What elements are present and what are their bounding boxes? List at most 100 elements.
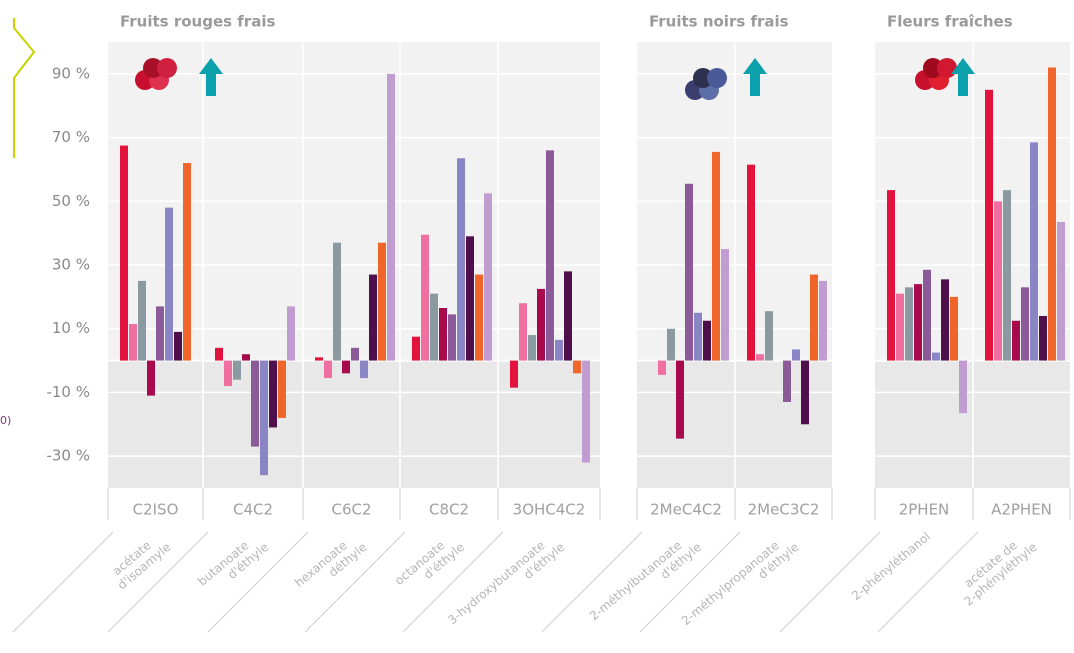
category-band (303, 488, 400, 520)
bar (564, 271, 572, 361)
bar (138, 280, 146, 361)
category-label: 2MeC3C2 (748, 501, 820, 519)
group-title: Fruits rouges frais (120, 13, 275, 31)
trend-arrow (743, 58, 767, 96)
bar (448, 314, 456, 361)
bar (233, 360, 241, 380)
bar (712, 151, 720, 361)
bar (1057, 221, 1065, 361)
bar (278, 360, 286, 418)
category-band (735, 488, 832, 520)
category-label: A2PHEN (991, 501, 1052, 519)
bar (801, 360, 809, 425)
bar (215, 347, 223, 361)
bar (810, 274, 818, 361)
bar (287, 306, 295, 361)
bar (174, 331, 182, 361)
diagonal-rule (207, 531, 309, 633)
description-line: 2-phényléthanol (849, 529, 933, 603)
trend-arrow (951, 58, 975, 96)
bar (324, 360, 332, 379)
category-label: C6C2 (331, 501, 371, 519)
bar (242, 354, 250, 361)
bar (120, 145, 128, 361)
bar (932, 352, 940, 361)
bar (1012, 320, 1020, 361)
bar (369, 274, 377, 361)
y-tick-label: -30 % (46, 447, 90, 465)
bar (519, 303, 527, 361)
bar (224, 360, 232, 387)
bar (129, 323, 137, 361)
category-label: 2PHEN (899, 501, 950, 519)
bar (1039, 315, 1047, 361)
bar (260, 360, 268, 476)
bar (765, 311, 773, 361)
bar (333, 242, 341, 361)
category-band (400, 488, 498, 520)
bar (959, 360, 967, 414)
diagonal-rule (779, 531, 881, 633)
bar (251, 360, 259, 447)
category-description: 2-phényléthanol (849, 529, 933, 603)
bar (457, 158, 465, 361)
icon-fruit (707, 68, 727, 88)
bar (941, 279, 949, 361)
y-tick-label: 70 % (52, 128, 90, 146)
category-description: acétate de2-phényléthyle (961, 538, 1039, 608)
bar (546, 150, 554, 361)
bar (573, 360, 581, 374)
bar (1048, 67, 1056, 361)
bar (887, 190, 895, 361)
y-tick-label: 50 % (52, 192, 90, 210)
bar (703, 320, 711, 361)
bar (950, 296, 958, 361)
icon-fruit (937, 58, 957, 78)
icon-fruit (143, 58, 163, 78)
bar (819, 280, 827, 361)
bar (351, 347, 359, 361)
bar (510, 360, 518, 388)
bar (792, 349, 800, 361)
y-tick-label: 30 % (52, 256, 90, 274)
bar (475, 274, 483, 361)
bar (342, 360, 350, 374)
diagonal-rule (402, 531, 504, 633)
category-band (875, 488, 973, 520)
bar (183, 163, 191, 361)
bar (756, 354, 764, 361)
category-band (203, 488, 303, 520)
bar (985, 89, 993, 361)
bar (694, 312, 702, 361)
y-tick-label: -10 % (46, 383, 90, 401)
bar (430, 293, 438, 361)
bar (484, 193, 492, 361)
icon-fruit (693, 68, 713, 88)
bar (439, 308, 447, 361)
bar (537, 288, 545, 361)
y-tick-label: 10 % (52, 319, 90, 337)
icon-fruit (157, 58, 177, 78)
diagonal-rule (107, 531, 209, 633)
bar (923, 269, 931, 361)
category-band (637, 488, 735, 520)
panel-bg-negative (108, 360, 600, 488)
category-label: 3OHC4C2 (513, 501, 586, 519)
bar (582, 360, 590, 463)
diagonal-rule (304, 531, 406, 633)
bar (555, 339, 563, 361)
y-tick-label: 90 % (52, 64, 90, 82)
bar (1030, 142, 1038, 361)
bar (156, 306, 164, 361)
bar (466, 236, 474, 361)
bar (412, 336, 420, 361)
diagonal-rule (541, 531, 643, 633)
bar (994, 201, 1002, 361)
bar (315, 357, 323, 361)
bar (269, 360, 277, 428)
bar (387, 73, 395, 361)
category-label: C4C2 (233, 501, 273, 519)
